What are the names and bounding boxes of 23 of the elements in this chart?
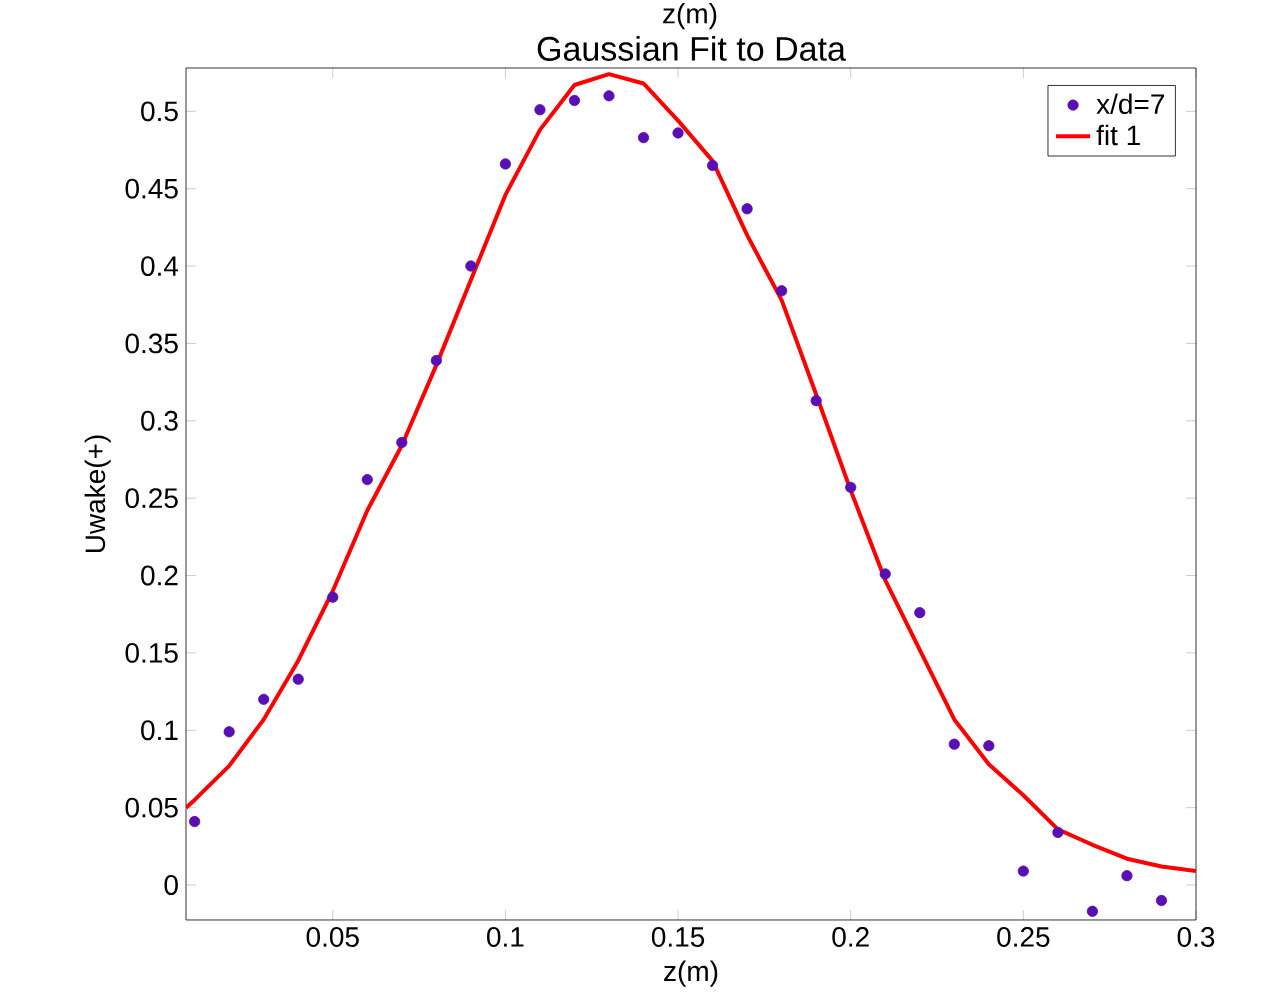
x-tick-label: 0.3	[1177, 927, 1215, 947]
x-axis-title: z(m)	[664, 960, 718, 987]
x-tick-label: 0.15	[651, 927, 705, 947]
y-tick-label: 0.4	[141, 256, 179, 276]
y-tick-label: 0.5	[141, 101, 178, 122]
y-tick-label: 0.15	[125, 642, 178, 663]
legend-label: x/d=7	[1096, 93, 1164, 115]
y-tick-label: 0.35	[125, 333, 178, 354]
y-tick-label: 0.1	[141, 720, 178, 741]
y-tick-label: 0.05	[125, 797, 178, 818]
x-tick-label: 0.25	[997, 927, 1050, 947]
y-tick-label: 0.25	[125, 488, 178, 509]
text: z(m)	[663, 3, 717, 30]
y-tick-label: 0	[164, 875, 178, 895]
y-tick-label: 0.45	[125, 178, 178, 199]
x-tick-label: 0.1	[487, 927, 524, 947]
chart-title: Gaussian Fit to Data	[537, 35, 846, 61]
x-tick-label: 0.2	[832, 927, 869, 947]
y-tick-label: 0.3	[141, 410, 178, 431]
y-tick-label: 0.2	[141, 565, 178, 586]
y-axis-title: Uwake(+)	[84, 435, 111, 553]
legend-label: fit 1	[1096, 124, 1140, 146]
x-tick-label: 0.05	[306, 927, 359, 947]
